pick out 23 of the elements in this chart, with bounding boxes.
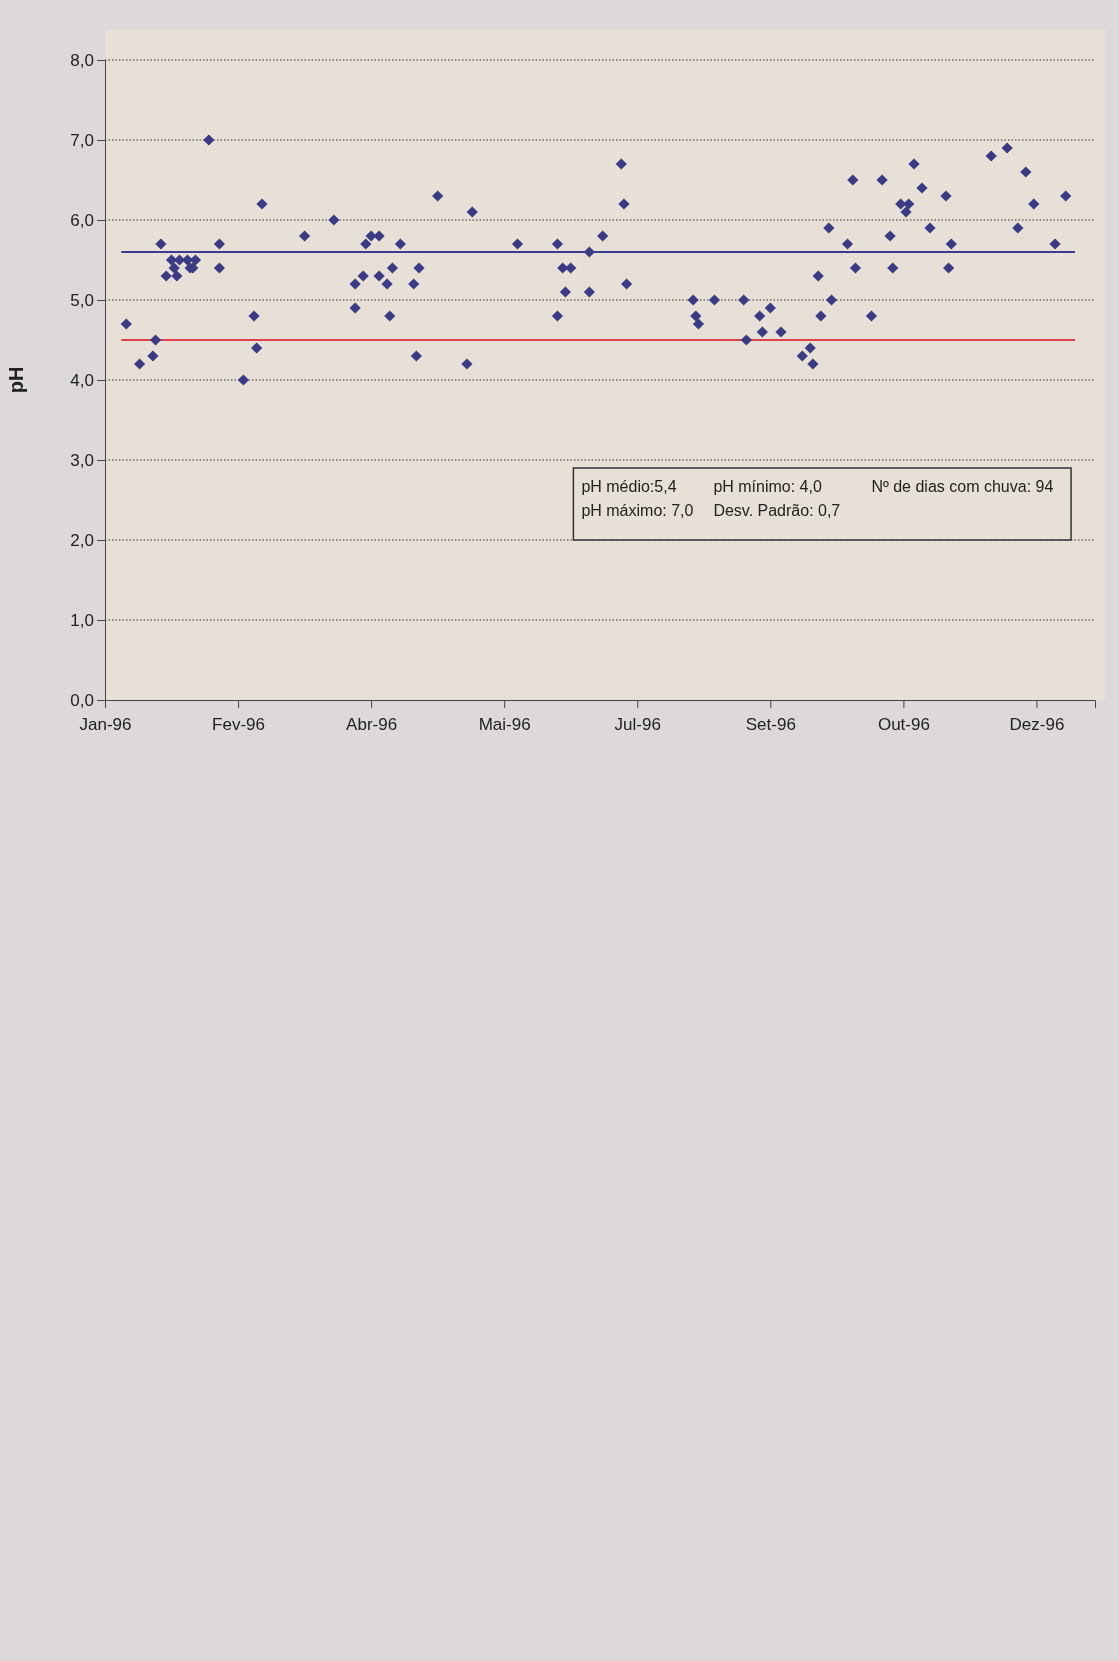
y-tick-label: 7,0 [70, 130, 94, 150]
y-tick-label: 8,0 [70, 50, 94, 70]
y-axis-title: pH [5, 366, 27, 394]
x-tick-label: Jul-96 [614, 714, 661, 734]
x-tick-label: Fev-96 [212, 714, 266, 734]
annotation: Nº de dias com chuva: 94 [871, 478, 1054, 495]
x-tick-label: Abr-96 [346, 714, 398, 734]
x-tick-label: Set-96 [745, 714, 796, 734]
annotation: Desv. Padrão: 0,7 [713, 502, 841, 519]
x-tick-label: Jan-96 [79, 714, 132, 734]
y-tick-label: 1,0 [70, 610, 94, 630]
x-tick-label: Mai-96 [478, 714, 531, 734]
y-tick-label: 4,0 [70, 370, 94, 390]
x-tick-label: Dez-96 [1009, 714, 1065, 734]
y-tick-label: 6,0 [70, 210, 94, 230]
annotation: pH mínimo: 4,0 [713, 478, 822, 495]
annotation: pH máximo: 7,0 [581, 502, 694, 519]
annotation: pH médio:5,4 [581, 478, 677, 495]
y-tick-label: 2,0 [70, 530, 94, 550]
x-tick-label: Out-96 [877, 714, 930, 734]
y-tick-label: 0,0 [70, 690, 94, 710]
y-tick-label: 5,0 [70, 290, 94, 310]
y-tick-label: 3,0 [70, 450, 94, 470]
